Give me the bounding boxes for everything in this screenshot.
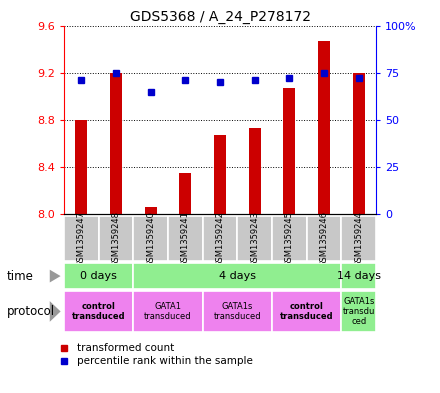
Bar <box>341 263 376 289</box>
Bar <box>110 73 122 214</box>
Text: GATA1s
transduced: GATA1s transduced <box>213 302 261 321</box>
Bar <box>272 291 341 332</box>
Bar <box>99 216 133 261</box>
Text: 4 days: 4 days <box>219 271 256 281</box>
Text: GSM1359245: GSM1359245 <box>285 211 294 267</box>
Bar <box>353 73 365 214</box>
Text: GSM1359244: GSM1359244 <box>354 211 363 267</box>
Bar <box>64 263 133 289</box>
Bar <box>64 216 99 261</box>
Text: GSM1359242: GSM1359242 <box>216 211 224 267</box>
Text: time: time <box>7 270 33 283</box>
Text: control
transduced: control transduced <box>72 302 125 321</box>
Legend: transformed count, percentile rank within the sample: transformed count, percentile rank withi… <box>60 343 253 366</box>
Text: GSM1359240: GSM1359240 <box>146 211 155 267</box>
Bar <box>341 216 376 261</box>
Text: GSM1359241: GSM1359241 <box>181 211 190 267</box>
Text: 0 days: 0 days <box>80 271 117 281</box>
Bar <box>249 128 261 214</box>
Text: GATA1s
transdu
ced: GATA1s transdu ced <box>343 297 375 326</box>
Bar <box>307 216 341 261</box>
Text: GATA1
transduced: GATA1 transduced <box>144 302 192 321</box>
Polygon shape <box>50 270 61 283</box>
Bar <box>214 135 226 214</box>
Text: GDS5368 / A_24_P278172: GDS5368 / A_24_P278172 <box>129 10 311 24</box>
Text: GSM1359246: GSM1359246 <box>319 211 329 267</box>
Bar <box>133 216 168 261</box>
Text: GSM1359248: GSM1359248 <box>111 211 121 267</box>
Text: 14 days: 14 days <box>337 271 381 281</box>
Polygon shape <box>50 301 61 322</box>
Text: GSM1359247: GSM1359247 <box>77 211 86 267</box>
Text: GSM1359243: GSM1359243 <box>250 211 259 267</box>
Bar <box>341 291 376 332</box>
Bar <box>318 41 330 214</box>
Bar <box>64 291 133 332</box>
Bar <box>144 207 157 214</box>
Bar <box>179 173 191 214</box>
Bar <box>283 88 296 214</box>
Text: protocol: protocol <box>7 305 55 318</box>
Bar <box>203 216 237 261</box>
Bar <box>133 291 203 332</box>
Bar <box>168 216 203 261</box>
Bar <box>237 216 272 261</box>
Text: control
transduced: control transduced <box>280 302 334 321</box>
Bar <box>272 216 307 261</box>
Bar <box>75 120 87 214</box>
Bar <box>203 291 272 332</box>
Bar <box>133 263 341 289</box>
